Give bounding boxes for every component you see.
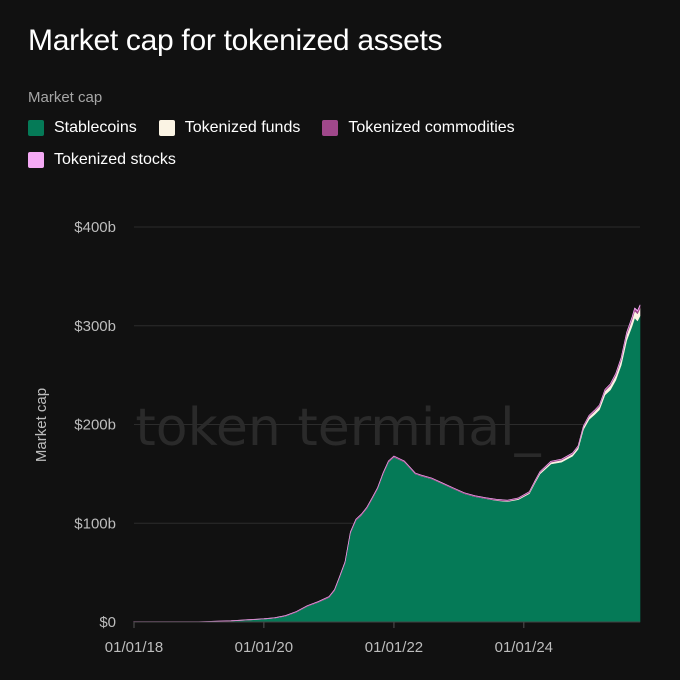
legend-item-tokenized-stocks[interactable]: Tokenized stocks: [28, 150, 176, 170]
legend-item-stablecoins[interactable]: Stablecoins: [28, 118, 137, 138]
legend-swatch-stablecoins: [28, 120, 44, 136]
y-tick-label: $0: [99, 614, 116, 631]
y-tick-label: $200b: [74, 417, 116, 434]
axis-layer: $0 $100b $200b $300b $400b 01/01/18 01/01/20 01…: [74, 219, 640, 656]
legend: Stablecoins Tokenized funds Tokenized co…: [28, 118, 628, 170]
chart-title: Market cap for tokenized assets: [28, 24, 443, 57]
legend-label-stablecoins: Stablecoins: [54, 119, 137, 136]
x-tick-label: 01/01/22: [365, 639, 423, 656]
x-tick-label: 01/01/24: [495, 639, 553, 656]
legend-swatch-tokenized-funds: [158, 120, 175, 136]
y-tick-label: $100b: [74, 515, 116, 532]
legend-item-tokenized-funds[interactable]: Tokenized funds: [158, 118, 301, 138]
y-tick-label: $300b: [74, 318, 116, 335]
y-axis-label: Market cap: [33, 388, 50, 462]
legend-label-tokenized-funds: Tokenized funds: [184, 119, 301, 136]
legend-item-tokenized-commodities[interactable]: Tokenized commodities: [322, 118, 515, 138]
series-area-tokenized-stocks[interactable]: [133, 304, 641, 622]
area-layer: [133, 304, 641, 623]
series-area-stablecoins[interactable]: [133, 315, 641, 623]
legend-label-tokenized-stocks: Tokenized stocks: [54, 151, 176, 168]
x-tick-label: 01/01/18: [105, 639, 163, 656]
x-tick-label: 01/01/20: [235, 639, 293, 656]
watermark: token terminal_: [135, 398, 541, 458]
legend-swatch-tokenized-commodities: [322, 120, 339, 136]
y-tick-label: $400b: [74, 219, 116, 236]
legend-label-tokenized-commodities: Tokenized commodities: [348, 119, 515, 136]
legend-title: Market cap: [28, 89, 103, 106]
legend-swatch-tokenized-stocks: [28, 152, 44, 168]
